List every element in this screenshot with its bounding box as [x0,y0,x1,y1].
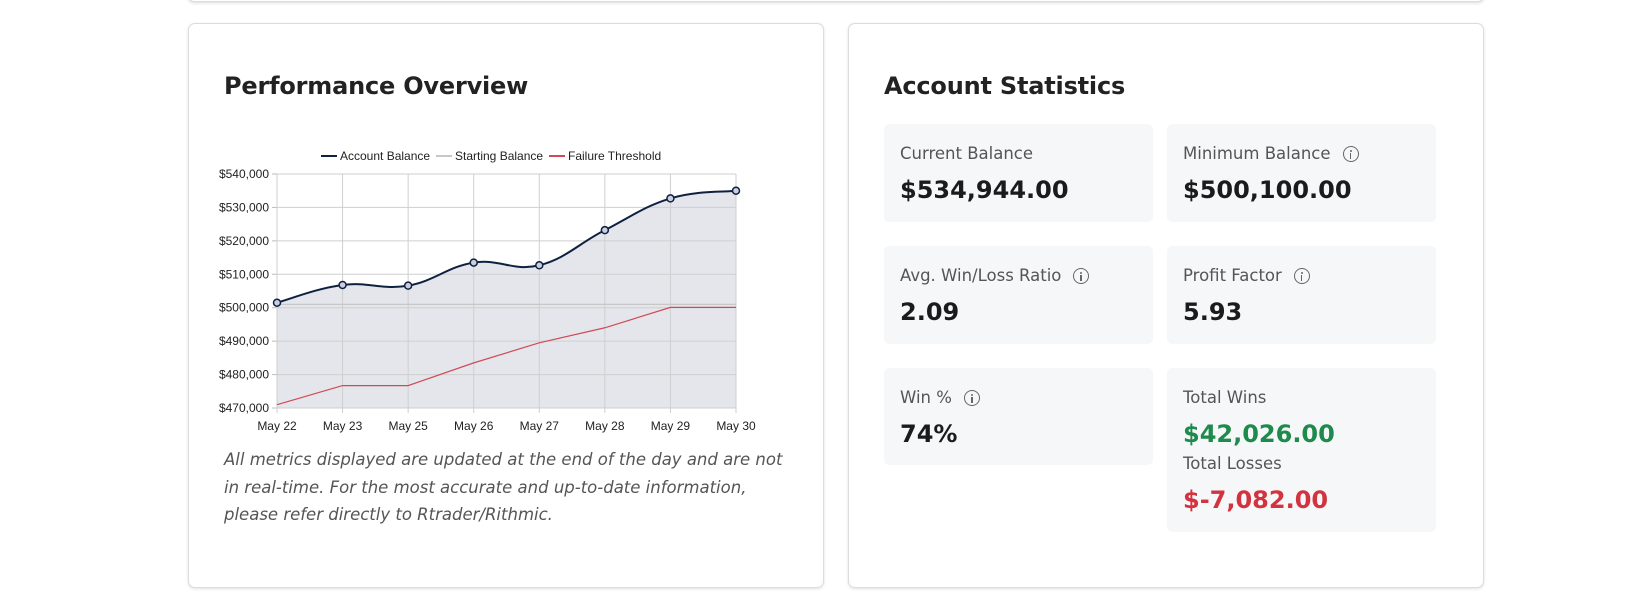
performance-title: Performance Overview [224,72,529,100]
x-tick-label: May 25 [388,419,428,433]
x-tick-label: May 26 [454,419,494,433]
previous-card-edge [188,0,1484,2]
info-icon[interactable] [1342,145,1359,162]
avg-win-loss-box: Avg. Win/Loss Ratio 2.09 [884,246,1153,344]
avg-win-loss-value: 2.09 [900,298,960,326]
y-tick-label: $490,000 [219,334,269,348]
account-balance-area [277,190,736,408]
account-balance-point [535,261,544,270]
total-losses-label: Total Losses [1183,454,1282,473]
account-balance-point [272,298,282,307]
total-wins-value: $42,026.00 [1183,420,1335,448]
x-tick-label: May 22 [257,419,297,433]
account-balance-point [666,194,675,203]
total-wins-label: Total Wins [1183,388,1267,407]
performance-chart-svg: $540,000 $530,000 $520,000 $510,000 $500,000… [219,149,756,433]
minimum-balance-value: $500,100.00 [1183,176,1352,204]
current-balance-label: Current Balance [900,144,1034,163]
y-tick-label: $510,000 [219,267,269,281]
performance-chart: $540,000 $530,000 $520,000 $510,000 $500,000… [209,128,809,448]
current-balance-value: $534,944.00 [900,176,1069,204]
info-icon[interactable] [1293,267,1310,284]
y-tick-label: $540,000 [219,167,269,181]
performance-overview-card: Performance Overview $540,000 $530,000 $52… [188,23,824,588]
account-statistics-card: Account Statistics Current Balance $534,… [848,23,1484,588]
current-balance-box: Current Balance $534,944.00 [884,124,1153,222]
avg-win-loss-label: Avg. Win/Loss Ratio [900,266,1062,285]
info-icon[interactable] [1073,267,1090,284]
legend-label: Failure Threshold [568,149,661,163]
wins-losses-box: Total Wins $42,026.00 Total Losses $-7,0… [1167,368,1436,532]
account-balance-point [600,225,610,235]
win-percent-box: Win % 74% [884,368,1153,465]
profit-factor-label: Profit Factor [1183,266,1282,285]
x-tick-label: May 27 [520,419,560,433]
account-balance-point [403,281,413,290]
y-tick-label: $470,000 [219,401,269,415]
profit-factor-box: Profit Factor 5.93 [1167,246,1436,344]
profit-factor-value: 5.93 [1183,298,1243,326]
legend-label: Starting Balance [455,149,543,163]
x-tick-label: May 23 [323,419,363,433]
failure-threshold-line [276,306,736,406]
account-balance-point [338,280,347,290]
minimum-balance-box: Minimum Balance $500,100.00 [1167,124,1436,222]
account-balance-line [276,189,737,304]
x-tick-label: May 28 [585,419,625,433]
total-losses-value: $-7,082.00 [1183,486,1329,514]
statistics-title: Account Statistics [884,72,1126,100]
y-tick-label: $530,000 [219,200,269,214]
legend-label: Account Balance [340,149,430,163]
y-tick-label: $500,000 [219,301,269,315]
account-balance-point [469,258,478,267]
disclaimer-text: All metrics displayed are updated at the… [224,450,783,524]
win-percent-value: 74% [900,420,958,448]
x-tick-label: May 30 [716,419,756,433]
account-balance-point [731,186,741,195]
x-tick-label: May 29 [651,419,691,433]
y-tick-label: $520,000 [219,234,269,248]
win-percent-label: Win % [900,388,952,407]
y-tick-label: $480,000 [219,368,269,382]
minimum-balance-label: Minimum Balance [1183,144,1331,163]
info-icon[interactable] [963,389,980,406]
